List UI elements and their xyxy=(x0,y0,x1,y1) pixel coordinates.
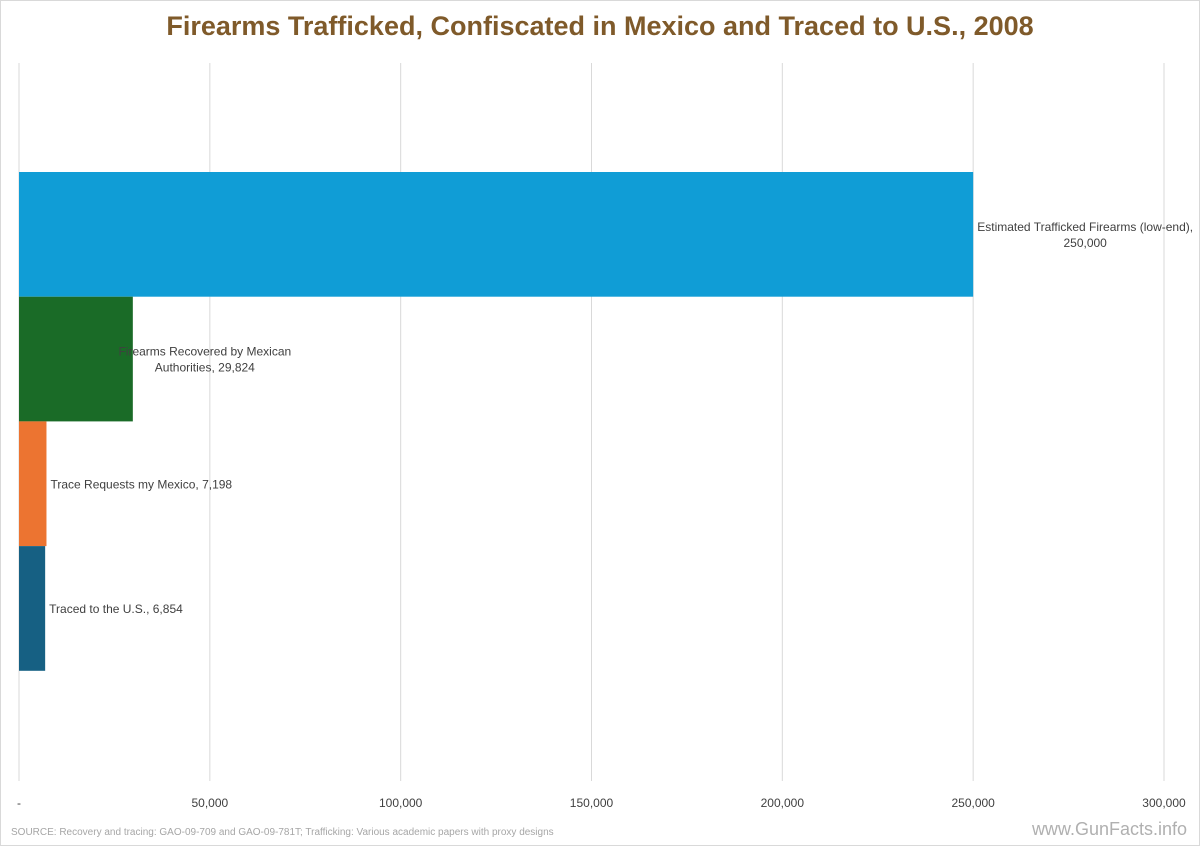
bar-0 xyxy=(19,172,974,297)
bar-3 xyxy=(19,546,46,671)
x-tick-label: 250,000 xyxy=(951,796,995,810)
x-tick-label: - xyxy=(17,796,21,810)
x-tick-label: 300,000 xyxy=(1142,796,1186,810)
x-tick-label: 150,000 xyxy=(570,796,614,810)
data-label: Estimated Trafficked Firearms (low-end),… xyxy=(977,220,1193,250)
data-label: Firearms Recovered by Mexican Authorities… xyxy=(118,345,291,375)
bar-1 xyxy=(19,296,133,422)
data-label: Trace Requests my Mexico, 7,198 xyxy=(50,477,232,491)
x-tick-label: 100,000 xyxy=(379,796,423,810)
chart-title: Firearms Trafficked, Confiscated in Mexi… xyxy=(166,11,1034,41)
brand-watermark: www.GunFacts.info xyxy=(1031,819,1187,839)
x-tick-label: 50,000 xyxy=(191,796,228,810)
bar-2 xyxy=(19,421,47,547)
x-tick-label: 200,000 xyxy=(761,796,805,810)
source-note: SOURCE: Recovery and tracing: GAO-09-709… xyxy=(11,827,554,838)
data-label: Traced to the U.S., 6,854 xyxy=(49,602,183,616)
